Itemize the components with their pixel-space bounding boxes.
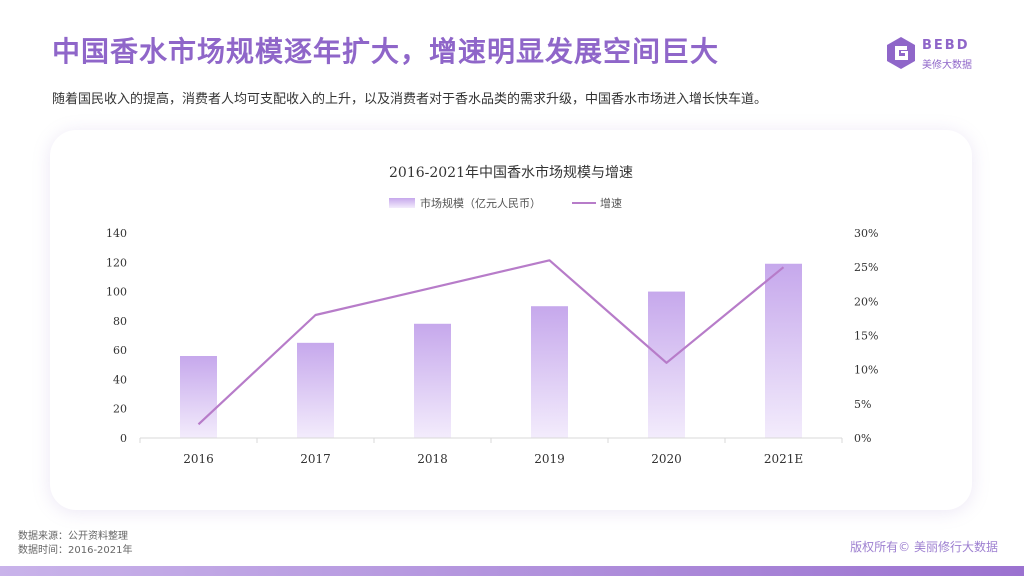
- right-axis-tick-label: 0%: [854, 432, 871, 445]
- left-axis-tick-label: 20: [113, 403, 127, 416]
- chart-title: 2016-2021年中国香水市场规模与增速: [389, 164, 633, 181]
- growth-line: [197, 259, 785, 426]
- bar: [648, 291, 685, 438]
- bar: [414, 323, 451, 438]
- line-series: [197, 259, 785, 426]
- chart: 2016-2021年中国香水市场规模与增速 市场规模（亿元人民币） 增速 0 20…: [106, 164, 878, 466]
- x-axis-tick-label: 2017: [300, 452, 331, 466]
- left-axis: 0 20 40 60 80 100 120 140: [106, 227, 127, 445]
- data-source: 数据来源：公开资料整理: [18, 531, 128, 542]
- legend: 市场规模（亿元人民币） 增速: [389, 196, 622, 210]
- legend-swatch-bar: [389, 198, 415, 208]
- bar: [531, 306, 568, 438]
- brand-subname: 美修大数据: [922, 60, 972, 71]
- copyright: 版权所有© 美丽修行大数据: [850, 540, 998, 554]
- legend-label-bar: 市场规模（亿元人民币）: [420, 196, 541, 210]
- data-time: 数据时间：2016-2021年: [18, 545, 133, 556]
- x-axis-tick-label: 2018: [417, 452, 448, 466]
- x-axis-ticks: [139, 438, 843, 443]
- bar-series: [180, 263, 802, 438]
- logo-icon: [887, 37, 915, 69]
- x-axis-tick-label: 2019: [534, 452, 565, 466]
- x-axis-tick-label: 2021E: [764, 452, 803, 466]
- left-axis-tick-label: 60: [113, 344, 127, 357]
- right-axis-tick-label: 15%: [854, 330, 878, 343]
- left-axis-tick-label: 100: [106, 286, 127, 299]
- bottom-accent-bar: [0, 566, 1024, 576]
- page-title: 中国香水市场规模逐年扩大，增速明显发展空间巨大: [52, 35, 720, 68]
- left-axis-tick-label: 40: [113, 373, 127, 386]
- page-subtitle: 随着国民收入的提高，消费者人均可支配收入的上升，以及消费者对于香水品类的需求升级…: [52, 92, 768, 107]
- left-axis-tick-label: 140: [106, 227, 127, 240]
- right-axis-tick-label: 20%: [854, 295, 878, 308]
- right-axis: 0% 5% 10% 15% 20% 25% 30%: [854, 227, 878, 445]
- right-axis-tick-label: 30%: [854, 227, 878, 240]
- bar: [297, 342, 334, 438]
- footer-source-block: 数据来源：公开资料整理 数据时间：2016-2021年: [18, 530, 133, 558]
- right-axis-tick-label: 10%: [854, 364, 878, 377]
- brand-logo: BEBD 美修大数据: [886, 36, 986, 76]
- bar: [765, 263, 802, 438]
- right-axis-tick-label: 5%: [854, 398, 871, 411]
- x-axis-tick-label: 2020: [651, 452, 682, 466]
- left-axis-tick-label: 0: [120, 432, 127, 445]
- legend-label-line: 增速: [600, 196, 622, 210]
- left-axis-tick-label: 80: [113, 315, 127, 328]
- brand-name: BEBD: [922, 38, 970, 53]
- chart-card: 2016-2021年中国香水市场规模与增速 市场规模（亿元人民币） 增速 0 20…: [50, 130, 972, 510]
- bar: [180, 356, 217, 438]
- right-axis-tick-label: 25%: [854, 261, 878, 274]
- left-axis-tick-label: 120: [106, 256, 127, 269]
- x-axis-tick-label: 2016: [183, 452, 214, 466]
- x-axis: 2016 2017 2018 2019 2020 2021E: [183, 452, 803, 466]
